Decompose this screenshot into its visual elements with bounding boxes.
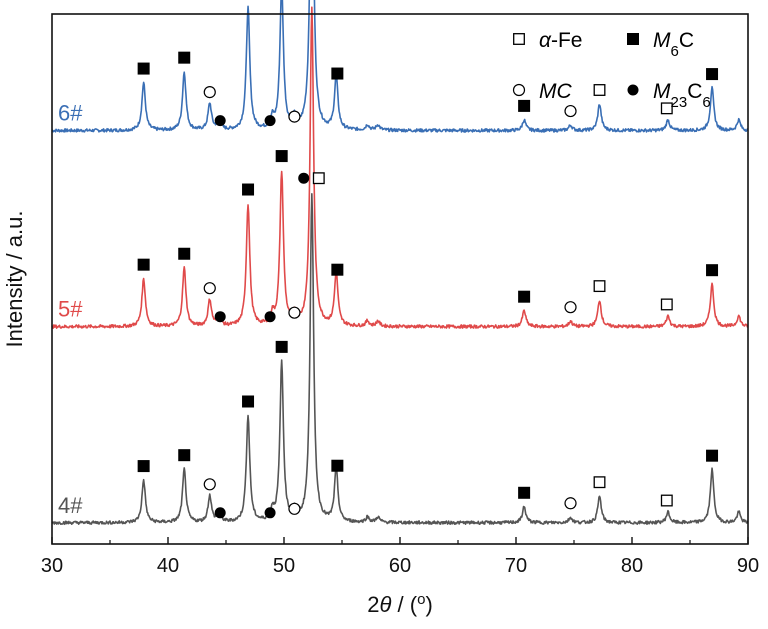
phase-marker-filled-square	[331, 459, 344, 472]
x-axis-ticks: 30 40 50 60 70 80 90	[41, 537, 759, 577]
x-tick-label: 90	[737, 555, 759, 577]
phase-marker-filled-circle	[214, 507, 226, 519]
phase-marker-filled-square	[518, 99, 531, 112]
phase-marker-filled-square	[275, 340, 288, 353]
legend-marker-filled-square	[627, 33, 639, 45]
legend-item: α-Fe	[513, 29, 582, 52]
phase-marker-open-circle	[564, 497, 577, 510]
x-tick-label: 70	[505, 555, 527, 577]
phase-marker-open-square	[660, 102, 673, 115]
phase-marker-open-circle	[564, 104, 577, 118]
legend-marker-open-square	[513, 33, 525, 45]
phase-marker-open-circle	[288, 502, 301, 515]
legend-marker-filled-circle	[627, 84, 639, 96]
phase-marker-filled-square	[178, 449, 191, 462]
x-tick-label: 30	[41, 555, 63, 577]
phase-marker-filled-square	[178, 51, 191, 64]
y-axis-label: Intensity / a.u.	[2, 211, 27, 348]
phase-marker-filled-square	[706, 68, 719, 81]
phase-marker-filled-square	[518, 290, 531, 303]
phase-marker-filled-circle	[264, 311, 276, 323]
phase-marker-open-square	[660, 494, 673, 507]
phase-marker-filled-circle	[264, 115, 276, 127]
phase-marker-filled-square	[275, 150, 288, 163]
phase-marker-filled-square	[331, 67, 344, 80]
legend-item: M6C	[627, 29, 694, 60]
phase-marker-filled-square	[242, 395, 255, 408]
phase-marker-filled-circle	[214, 311, 226, 323]
series-label-4: 4#	[58, 493, 83, 518]
legend-label: M6C	[653, 29, 694, 60]
x-tick-label: 50	[273, 555, 295, 577]
series-label-6: 6#	[58, 101, 83, 126]
phase-marker-filled-square	[137, 62, 150, 75]
phase-marker-open-square	[593, 84, 606, 96]
phase-marker-open-circle	[288, 110, 301, 123]
series-line-6	[51, 0, 749, 133]
x-tick-label: 40	[157, 555, 179, 577]
series-label-5: 5#	[58, 297, 83, 322]
x-tick-label: 80	[621, 555, 643, 577]
phase-marker-open-circle	[288, 306, 301, 319]
phase-marker-filled-square	[518, 486, 531, 499]
phase-marker-open-square	[593, 280, 606, 293]
phase-marker-open-square	[312, 172, 325, 185]
phase-marker-open-square	[593, 476, 606, 489]
phase-marker-filled-square	[706, 449, 719, 462]
series-line-4	[51, 192, 749, 526]
legend-label: α-Fe	[539, 29, 582, 52]
legend-item: M23C6	[627, 80, 711, 111]
phase-marker-filled-square	[331, 263, 344, 276]
phase-marker-filled-square	[137, 460, 150, 473]
phase-marker-open-circle	[203, 85, 216, 99]
phase-marker-open-circle	[203, 282, 216, 295]
x-tick-label: 60	[389, 555, 411, 577]
plot-frame	[51, 13, 749, 545]
series-line-5	[51, 6, 749, 329]
phase-marker-filled-square	[178, 247, 191, 260]
x-axis-label: 2θ / (o)	[367, 591, 433, 618]
phase-marker-open-circle	[564, 301, 577, 314]
phase-marker-filled-square	[706, 264, 719, 277]
phase-marker-filled-square	[242, 183, 255, 196]
phase-marker-open-circle	[203, 478, 216, 491]
legend-item: MC	[512, 80, 573, 103]
series-layer: 6# 5# 4#	[51, 0, 749, 526]
phase-marker-open-square	[660, 298, 673, 311]
phase-marker-layer	[137, 51, 719, 519]
phase-marker-filled-circle	[298, 172, 310, 184]
legend-label: MC	[539, 80, 573, 103]
phase-marker-filled-circle	[264, 507, 276, 519]
legend: α-Fe M6C MC M23C6	[512, 29, 711, 111]
legend-label: M23C6	[653, 80, 711, 111]
phase-marker-filled-square	[137, 258, 150, 271]
phase-marker-filled-circle	[214, 115, 226, 127]
legend-marker-open-circle	[512, 83, 526, 97]
